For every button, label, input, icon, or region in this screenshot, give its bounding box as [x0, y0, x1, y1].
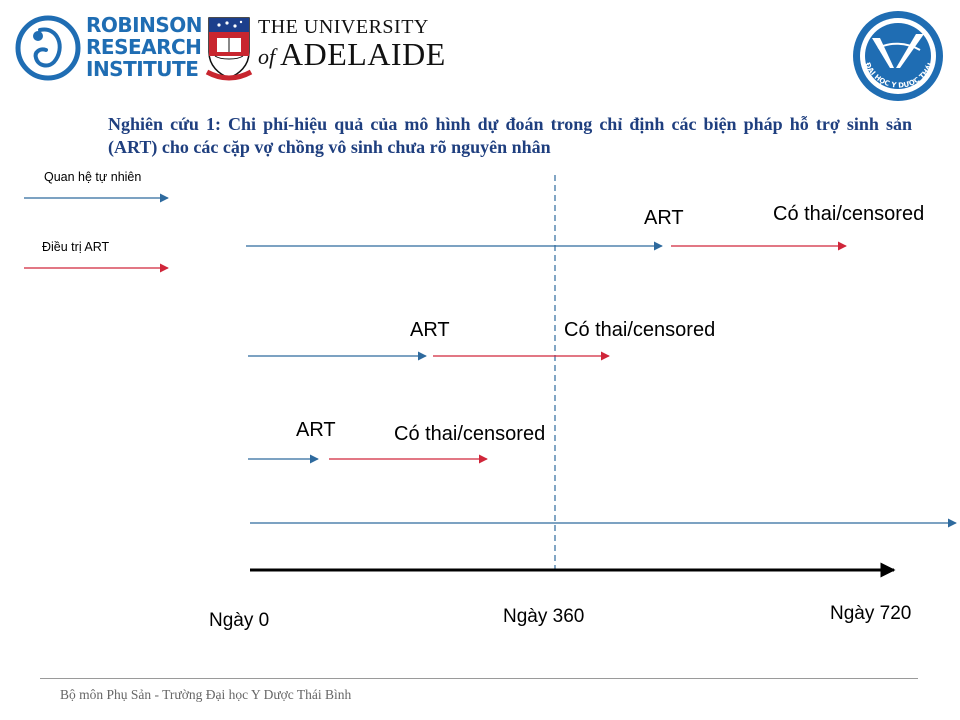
- adelaide-crest-icon: [205, 17, 253, 81]
- row1-outcome-label: Có thai/censored: [773, 203, 925, 225]
- adelaide-name: ADELAIDE: [280, 36, 446, 72]
- row3-art-label: ART: [296, 419, 336, 441]
- robinson-logo: [15, 15, 81, 81]
- thai-binh-seal-logo: ĐẠI HỌC Y DƯỢC THÁI BÌNH: [850, 8, 943, 101]
- robinson-logo-text: ROBINSON RESEARCH INSTITUTE: [86, 14, 202, 80]
- day0-label: Ngày 0: [209, 610, 270, 631]
- row2-art-label: ART: [410, 319, 450, 341]
- robinson-line-2: RESEARCH: [86, 35, 202, 59]
- footer-divider: [40, 678, 918, 679]
- legend-art-label: Điều trị ART: [42, 240, 110, 254]
- adelaide-line-1: THE UNIVERSITY: [258, 16, 429, 38]
- slide-title: Nghiên cứu 1: Chi phí-hiệu quả của mô hì…: [108, 114, 912, 157]
- day360-label: Ngày 360: [503, 606, 585, 627]
- robinson-line-3: INSTITUTE: [86, 57, 199, 81]
- footer-text: Bộ môn Phụ Sản - Trường Đại học Y Dược T…: [60, 687, 352, 702]
- legend-natural-label: Quan hệ tự nhiên: [44, 170, 142, 184]
- day720-label: Ngày 720: [830, 603, 912, 624]
- adelaide-of: of: [258, 44, 276, 69]
- row1-art-label: ART: [644, 207, 684, 229]
- row2-outcome-label: Có thai/censored: [564, 319, 716, 341]
- row3-outcome-label: Có thai/censored: [394, 423, 546, 445]
- robinson-line-1: ROBINSON: [86, 13, 202, 37]
